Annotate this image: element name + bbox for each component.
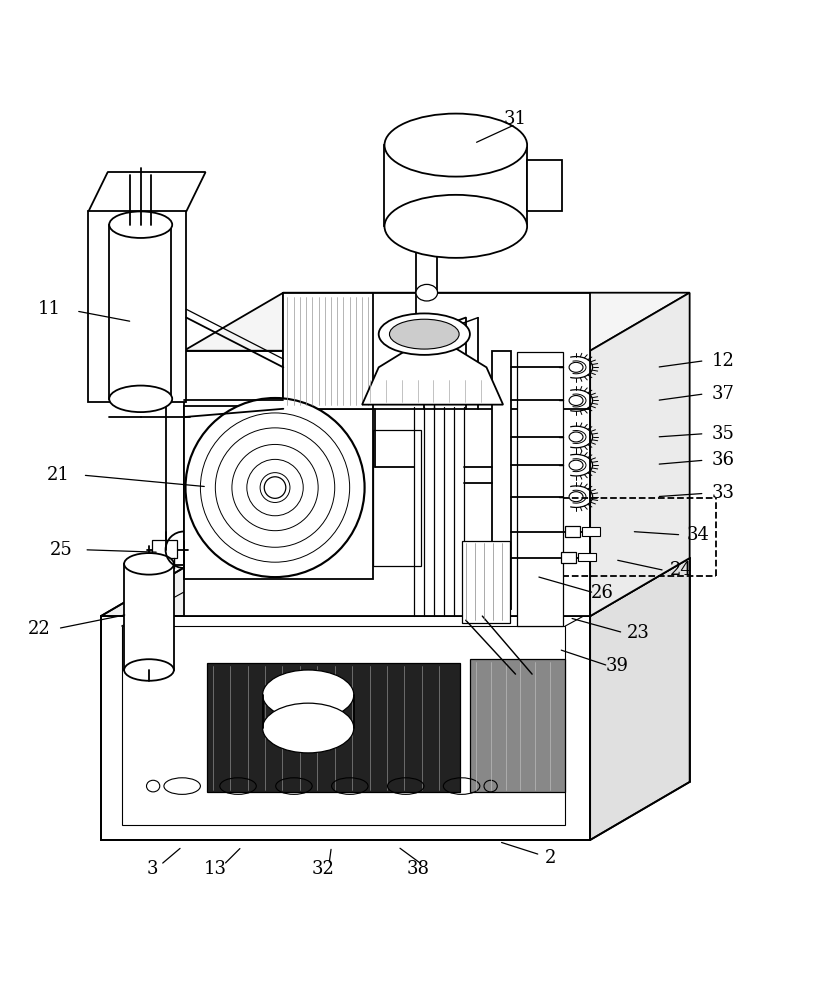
Ellipse shape [384, 114, 527, 177]
Bar [124, 564, 174, 670]
Bar [373, 430, 421, 566]
Bar [582, 527, 600, 536]
Ellipse shape [124, 553, 174, 575]
Text: 38: 38 [406, 860, 429, 878]
Ellipse shape [379, 313, 470, 355]
Ellipse shape [384, 195, 527, 258]
Ellipse shape [109, 386, 172, 412]
Bar [152, 540, 177, 558]
Bar [518, 352, 562, 626]
Text: 31: 31 [504, 110, 527, 128]
Polygon shape [101, 558, 690, 616]
Bar [207, 663, 460, 792]
Text: 37: 37 [711, 385, 735, 403]
Ellipse shape [186, 398, 364, 577]
Ellipse shape [416, 216, 438, 233]
Text: 2: 2 [545, 849, 556, 867]
Polygon shape [362, 334, 503, 405]
Bar [561, 552, 576, 563]
Bar [384, 145, 527, 226]
Ellipse shape [416, 284, 438, 301]
Text: 23: 23 [626, 624, 650, 642]
Text: 25: 25 [50, 541, 72, 559]
Bar [88, 211, 186, 402]
Bar [284, 293, 590, 409]
Polygon shape [184, 293, 690, 351]
Text: 22: 22 [27, 620, 50, 638]
Text: 21: 21 [47, 466, 69, 484]
Bar [493, 351, 511, 609]
Bar [184, 351, 590, 616]
Text: 39: 39 [605, 657, 628, 675]
Text: 3: 3 [146, 860, 158, 878]
Bar [121, 626, 565, 825]
Text: 32: 32 [312, 860, 334, 878]
Text: 34: 34 [686, 526, 710, 544]
Bar [101, 616, 590, 840]
Text: 13: 13 [204, 860, 227, 878]
Ellipse shape [263, 670, 354, 720]
Bar [184, 406, 373, 579]
Polygon shape [590, 293, 690, 616]
Polygon shape [284, 293, 373, 409]
Text: 26: 26 [592, 584, 614, 602]
Ellipse shape [124, 659, 174, 681]
Bar [109, 225, 171, 399]
Text: 24: 24 [670, 561, 693, 579]
Bar [416, 225, 437, 293]
Ellipse shape [265, 477, 286, 498]
Bar [462, 541, 510, 623]
Bar [577, 553, 596, 561]
Bar [565, 526, 580, 537]
Bar [527, 160, 562, 211]
Text: 33: 33 [711, 484, 735, 502]
Text: 12: 12 [711, 352, 735, 370]
Text: 35: 35 [711, 425, 735, 443]
Text: 11: 11 [38, 300, 61, 318]
Bar [470, 659, 565, 792]
Polygon shape [590, 558, 690, 840]
Text: 36: 36 [711, 451, 735, 469]
Ellipse shape [109, 211, 172, 238]
Ellipse shape [389, 319, 459, 349]
Ellipse shape [263, 703, 354, 753]
